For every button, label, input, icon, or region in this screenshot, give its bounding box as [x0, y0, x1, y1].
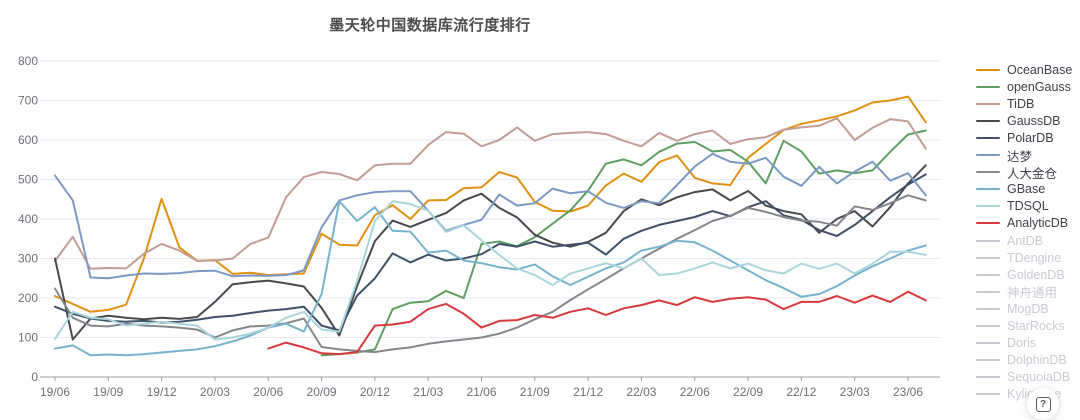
y-axis-label: 0 [31, 370, 38, 384]
legend-swatch-oceanbase [976, 69, 1000, 71]
legend-swatch-kyligence [976, 392, 1000, 395]
x-axis-label: 20/12 [360, 385, 390, 399]
legend-label-gaussdb: GaussDB [1007, 114, 1061, 129]
x-axis-label: 23/03 [840, 385, 870, 399]
series-line-analyticdb [267, 290, 927, 356]
legend-item-starrocks[interactable]: StarRocks [976, 318, 1065, 334]
y-axis-label: 700 [18, 94, 38, 108]
legend-item-tdsql[interactable]: TDSQL [976, 198, 1049, 214]
legend-item-opengauss[interactable]: openGauss [976, 79, 1071, 95]
legend-swatch-doris [976, 341, 1000, 344]
x-axis-label: 22/12 [786, 385, 816, 399]
legend-item-renda-jincang[interactable]: 人大金仓 [976, 164, 1058, 181]
series-line-dameng [54, 152, 927, 280]
x-axis-label: 21/03 [413, 385, 443, 399]
legend-label-opengauss: openGauss [1007, 80, 1071, 95]
legend-swatch-goldendb [976, 273, 1000, 276]
legend-item-goldendb[interactable]: GoldenDB [976, 267, 1065, 283]
x-axis-label: 19/12 [147, 385, 177, 399]
legend-item-sequoiadb[interactable]: SequoiaDB [976, 369, 1070, 385]
legend-label-starrocks: StarRocks [1007, 318, 1065, 333]
help-button[interactable]: ? [1027, 388, 1059, 420]
x-axis-label: 22/06 [680, 385, 710, 399]
legend-swatch-tdsql [976, 205, 1000, 208]
legend-item-mogdb[interactable]: MogDB [976, 301, 1049, 317]
legend-item-tdengine[interactable]: TDengine [976, 250, 1061, 266]
legend-label-analyticdb: AnalyticDB [1007, 216, 1069, 231]
legend-label-renda-jincang: 人大金仓 [1007, 166, 1058, 181]
series-line-renda-jincang [54, 194, 927, 354]
legend-label-doris: Doris [1007, 335, 1037, 350]
legend-swatch-starrocks [976, 324, 1000, 327]
legend-label-mogdb: MogDB [1007, 301, 1049, 316]
legend-item-analyticdb[interactable]: AnalyticDB [976, 215, 1068, 231]
legend-label-tdengine: TDengine [1007, 250, 1062, 265]
legend-item-shenzhou-tongyong[interactable]: 神舟通用 [976, 284, 1057, 300]
legend-swatch-antdb [976, 239, 1000, 242]
legend-swatch-shenzhou-tongyong [976, 290, 1000, 293]
y-axis-label: 400 [18, 212, 38, 226]
legend-label-sequoiadb: SequoiaDB [1007, 369, 1071, 384]
x-axis-label: 22/03 [626, 385, 656, 399]
legend-label-dameng: 达梦 [1007, 149, 1033, 164]
legend-swatch-polardb [976, 137, 1000, 140]
x-axis-label: 20/09 [307, 385, 337, 399]
legend-label-antdb: AntDB [1007, 233, 1044, 248]
legend-item-doris[interactable]: Doris [976, 335, 1036, 351]
chart-canvas: 0 100 200 300 400 500 600 700 800 19/06 19/09 19/12… [18, 54, 940, 399]
legend-label-tidb: TiDB [1007, 97, 1035, 112]
legend-item-gaussdb[interactable]: GaussDB [976, 113, 1061, 129]
legend-label-tdsql: TDSQL [1007, 199, 1049, 214]
legend-swatch-opengauss [976, 86, 1000, 89]
legend-item-antdb[interactable]: AntDB [976, 233, 1043, 249]
legend-swatch-gbase [976, 188, 1000, 191]
legend-swatch-dameng [976, 154, 1000, 157]
legend-label-shenzhou-tongyong: 神舟通用 [1007, 286, 1058, 301]
legend-swatch-tidb [976, 103, 1000, 106]
x-axis-label: 20/03 [200, 385, 230, 399]
help-icon: ? [1035, 396, 1051, 412]
legend-item-polardb[interactable]: PolarDB [976, 130, 1054, 146]
x-axis-label: 22/09 [733, 385, 763, 399]
chart-title: 墨天轮中国数据库流行度排行 [329, 17, 531, 34]
y-axis-label: 800 [18, 54, 38, 68]
legend-swatch-gaussdb [976, 120, 1000, 123]
y-axis-label: 100 [18, 331, 38, 345]
x-axis-label: 19/06 [40, 385, 70, 399]
y-axis-label: 600 [18, 133, 38, 147]
legend-swatch-sequoiadb [976, 375, 1000, 378]
x-axis-label: 21/09 [520, 385, 550, 399]
series-line-tidb [54, 117, 927, 270]
legend-swatch-mogdb [976, 307, 1000, 310]
y-axis-label: 200 [18, 291, 38, 305]
y-axis-label: 500 [18, 173, 38, 187]
legend-item-dolphindb[interactable]: DolphinDB [976, 352, 1067, 368]
legend-item-tidb[interactable]: TiDB [976, 96, 1034, 112]
series-line-tdsql [54, 200, 927, 341]
x-axis-label: 21/12 [573, 385, 603, 399]
legend-item-oceanbase[interactable]: OceanBase [976, 62, 1072, 78]
legend-label-goldendb: GoldenDB [1007, 267, 1065, 282]
legend-swatch-analyticdb [976, 222, 1000, 225]
legend-label-polardb: PolarDB [1007, 131, 1054, 146]
chart-legend: OceanBase openGauss TiDB GaussDB PolarDB 达梦人大… [960, 0, 1080, 414]
series-line-polardb [54, 173, 927, 332]
series-line-gaussdb [54, 164, 927, 341]
legend-item-gbase[interactable]: GBase [976, 181, 1045, 197]
legend-label-oceanbase: OceanBase [1007, 63, 1073, 77]
legend-swatch-tdengine [976, 256, 1000, 259]
legend-label-gbase: GBase [1007, 182, 1046, 197]
legend-swatch-renda-jincang [976, 171, 1000, 174]
legend-label-dolphindb: DolphinDB [1007, 352, 1067, 367]
x-axis-label: 23/06 [893, 385, 923, 399]
legend-swatch-dolphindb [976, 358, 1000, 361]
series-line-gbase [54, 200, 927, 357]
x-axis-label: 19/09 [93, 385, 123, 399]
x-axis-label: 20/06 [253, 385, 283, 399]
x-axis-label: 21/06 [466, 385, 496, 399]
legend-item-dameng[interactable]: 达梦 [976, 147, 1033, 164]
y-axis-label: 300 [18, 252, 38, 266]
